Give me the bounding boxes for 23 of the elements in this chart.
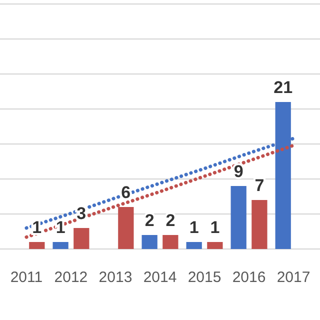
bar — [142, 235, 158, 249]
bar — [207, 242, 223, 249]
x-tick-label: 2016 — [232, 269, 266, 286]
bar — [29, 242, 45, 249]
bar — [74, 228, 90, 249]
data-label: 1 — [210, 218, 220, 237]
data-label: 7 — [254, 176, 264, 195]
bar — [252, 200, 268, 249]
bar — [186, 242, 202, 249]
bar — [52, 242, 68, 249]
data-label: 2 — [166, 211, 176, 230]
data-label: 9 — [234, 162, 244, 181]
bar — [230, 186, 246, 249]
data-label: 21 — [274, 78, 293, 97]
data-label: 1 — [189, 218, 199, 237]
x-tick-label: 2014 — [143, 269, 177, 286]
bar — [162, 235, 178, 249]
data-label: 2 — [144, 211, 154, 230]
x-tick-label: 2015 — [188, 269, 222, 286]
x-tick-label: 2017 — [276, 269, 310, 286]
x-tick-label: 2012 — [54, 269, 88, 286]
x-tick-label: 2011 — [10, 269, 43, 286]
x-tick-label: 2013 — [98, 269, 132, 286]
